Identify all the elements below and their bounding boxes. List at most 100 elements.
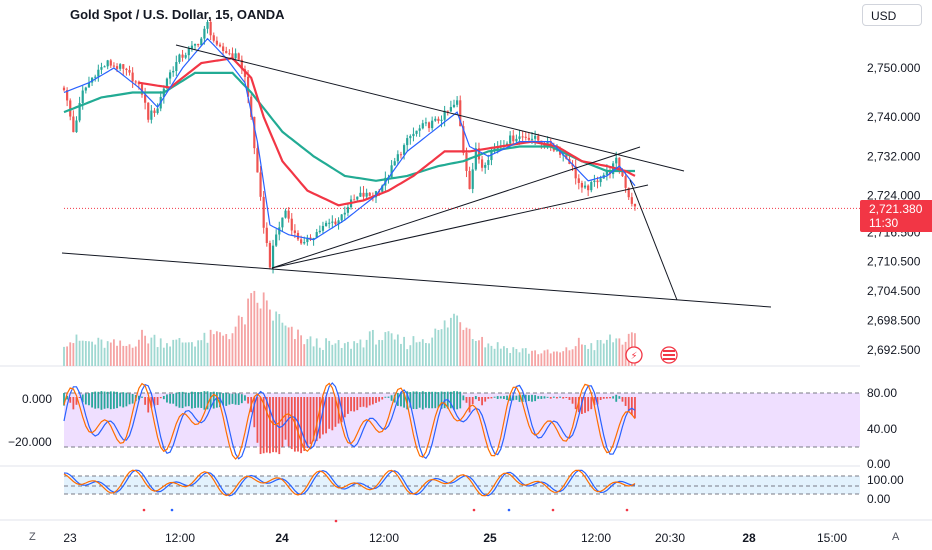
candle-body	[605, 170, 608, 175]
volume-bar	[269, 309, 271, 366]
candle-body	[574, 166, 577, 179]
candle-body	[477, 148, 481, 160]
osc-histogram-bar	[599, 397, 602, 400]
candle-body	[275, 234, 278, 246]
ema-slow-line	[63, 71, 635, 182]
osc-histogram-bar	[368, 397, 371, 406]
osc-histogram-bar	[546, 396, 549, 398]
volume-bar	[181, 342, 184, 366]
osc-histogram-bar	[512, 395, 515, 401]
volume-bar	[281, 322, 284, 366]
osc-histogram-bar	[630, 397, 633, 416]
osc-histogram-bar	[350, 397, 352, 412]
signal-dot	[142, 508, 146, 512]
volume-bar	[184, 342, 187, 366]
volume-bar	[478, 340, 480, 366]
osc-histogram-bar	[212, 391, 215, 409]
candle-body	[315, 232, 318, 238]
candle-body	[215, 40, 218, 45]
osc-histogram-bar	[593, 397, 596, 406]
osc-histogram-bar	[262, 397, 265, 454]
signal-dot	[507, 508, 511, 512]
osc-histogram-bar	[356, 397, 359, 411]
volume-bar	[574, 346, 577, 366]
osc-histogram-bar	[69, 397, 72, 403]
volume-bar	[75, 334, 78, 366]
volume-bar	[350, 348, 352, 366]
osc-histogram-bar	[556, 397, 558, 399]
candle-body	[456, 100, 459, 105]
volume-bar	[518, 352, 521, 366]
volume-bar	[237, 315, 240, 366]
time-axis-tick: 12:00	[165, 531, 195, 545]
volume-bar	[265, 300, 268, 366]
candle-body	[480, 159, 484, 168]
candle-body	[487, 160, 490, 166]
osc-histogram-bar	[144, 397, 147, 405]
osc-histogram-bar	[156, 397, 159, 405]
candle-body	[100, 67, 103, 70]
candle-body	[206, 21, 209, 29]
osc-histogram-bar	[309, 397, 312, 445]
volume-bar	[446, 327, 449, 366]
osc-histogram-bar	[231, 393, 234, 404]
osc-histogram-bar	[409, 392, 412, 408]
auto-scale-corner-label[interactable]: A	[892, 531, 900, 543]
osc-histogram-bar	[137, 395, 140, 400]
projection-line	[629, 179, 678, 301]
currency-button[interactable]: USD	[862, 4, 922, 26]
signal-dot	[170, 508, 174, 512]
osc-histogram-bar	[387, 396, 390, 398]
volume-bar	[63, 346, 65, 366]
osc-histogram-bar	[81, 394, 84, 403]
candle-body	[225, 50, 228, 54]
volume-bar	[172, 339, 175, 366]
osc-histogram-bar	[590, 397, 593, 410]
candle-body	[259, 172, 262, 197]
osc-histogram-bar	[627, 397, 630, 412]
candle-body	[474, 148, 477, 170]
candle-body	[484, 165, 487, 168]
volume-bar	[191, 342, 193, 366]
timezone-corner-label[interactable]: Z	[29, 531, 36, 543]
candle-body	[328, 222, 331, 224]
candle-body	[144, 94, 147, 103]
candle-body	[393, 161, 396, 166]
candle-body	[106, 60, 109, 67]
candle-body	[256, 148, 259, 173]
osc-histogram-bar	[312, 397, 315, 442]
candle-body	[84, 87, 87, 91]
osc-histogram-bar	[400, 392, 402, 407]
volume-bar	[91, 341, 93, 366]
candle-body	[147, 102, 150, 120]
time-axis-tick: 20:30	[655, 531, 685, 545]
volume-bar	[568, 350, 571, 366]
osc-histogram-bar	[552, 396, 555, 398]
osc-histogram-bar	[131, 393, 134, 404]
volume-bar	[431, 337, 434, 366]
volume-bar	[97, 337, 100, 366]
candle-body	[440, 119, 443, 121]
osc-histogram-bar	[331, 397, 334, 431]
us-flag-stripe	[663, 354, 675, 356]
candle-body	[87, 82, 91, 88]
volume-bar	[293, 339, 296, 366]
volume-bar	[378, 339, 381, 366]
us-flag-stripe	[663, 350, 675, 352]
osc-histogram-bar	[200, 391, 203, 408]
osc-histogram-bar	[381, 397, 384, 400]
candle-body	[150, 110, 153, 120]
candle-body	[324, 222, 328, 226]
candle-body	[452, 104, 456, 108]
osc-histogram-bar	[615, 394, 618, 402]
volume-bar	[615, 338, 618, 366]
volume-bar	[403, 336, 405, 366]
osc-histogram-bar	[234, 393, 237, 405]
candle-body	[253, 116, 256, 149]
osc-histogram-bar	[181, 391, 184, 409]
osc-histogram-bar	[378, 397, 381, 402]
volume-bar	[159, 338, 162, 366]
osc-histogram-bar	[315, 397, 318, 442]
volume-bar	[468, 328, 471, 366]
